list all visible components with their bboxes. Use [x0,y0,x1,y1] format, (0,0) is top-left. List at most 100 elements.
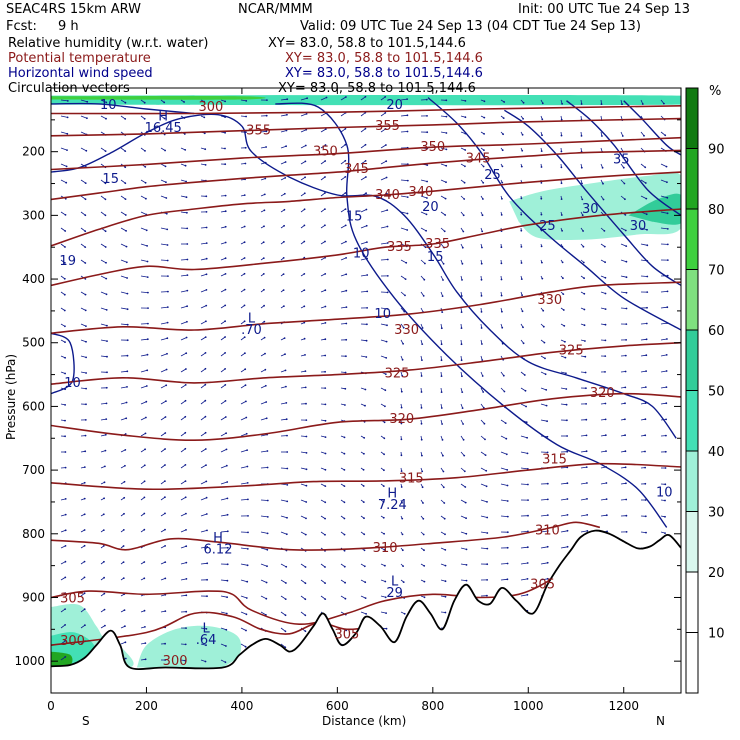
circulation-vector [280,595,287,600]
circulation-vector [440,227,446,233]
circulation-vector [220,273,227,277]
circulation-vector [240,611,248,616]
circulation-vector [280,305,285,309]
circulation-vector [660,163,668,168]
circulation-vector [240,515,249,517]
circulation-vector [200,464,207,469]
circulation-vector [520,371,526,376]
circulation-vector [100,323,108,327]
circulation-vector [380,323,388,327]
circulation-vector [540,275,544,280]
circulation-vector [540,195,543,200]
circulation-vector [340,579,346,584]
circulation-vector [380,258,389,261]
circulation-vector [100,449,107,453]
circulation-vector [420,499,424,504]
circulation-vector [180,258,189,261]
circulation-vector [420,259,426,265]
circulation-vector [60,259,66,264]
circulation-vector [120,545,125,549]
colorbar-bin [686,148,698,209]
circulation-vector [100,481,106,485]
circulation-vector [260,241,265,245]
circulation-vector [100,339,108,342]
circulation-vector [560,403,568,406]
circulation-vector [260,401,268,405]
circulation-vector [460,403,464,409]
circulation-vector [560,339,566,343]
circulation-vector [540,498,549,501]
circulation-vector [480,195,484,200]
circulation-vector [380,499,385,503]
circulation-vector [660,531,666,534]
circulation-vector [220,194,227,197]
circulation-vector [180,289,189,293]
circulation-vector [140,658,147,661]
circulation-vector [420,515,425,520]
extremum-marker: H [213,531,223,546]
circulation-vector [440,259,445,265]
wind-label: 15 [427,250,444,265]
circulation-vector [140,291,149,294]
circulation-vector [540,387,548,391]
circulation-vector [500,387,506,393]
circulation-vector [240,320,246,325]
circulation-vector [620,434,626,437]
field-rh-name: Relative humidity (w.r.t. water) [8,36,209,51]
circulation-vector [380,242,389,245]
circulation-vector [500,451,508,456]
circulation-vector [320,192,326,197]
circulation-vector [460,227,465,233]
wind-label: 19 [59,254,76,269]
theta-label: 345 [466,152,491,167]
circulation-vector [640,386,647,389]
y-tick-label: 800 [22,527,45,541]
circulation-vector [380,403,386,408]
circulation-vector [240,449,249,453]
circulation-vector [200,257,208,261]
extremum-marker: H [158,110,168,125]
circulation-vector [200,242,208,245]
circulation-vector [300,386,307,389]
circulation-vector [500,307,503,313]
circulation-vector [340,563,346,568]
circulation-vector [180,227,189,230]
circulation-vector [480,499,488,503]
circulation-vector [600,498,608,501]
circulation-vector [360,387,367,391]
circulation-vector [440,611,447,614]
circulation-vector [60,624,66,629]
circulation-vector [200,448,207,453]
wind-contour-35 [623,100,681,156]
circulation-vector [360,403,366,407]
circulation-vector [240,547,249,550]
extremum-marker: H [387,487,397,502]
circulation-vector [240,627,247,632]
circulation-vector [620,354,627,357]
colorbar-tick-label: 20 [708,566,725,581]
colorbar-bin [686,632,698,693]
circulation-vector [660,499,666,502]
circulation-vector [580,371,587,374]
circulation-vector [340,176,347,181]
circulation-vector [80,371,87,374]
circulation-vector [640,99,644,105]
circulation-vector [500,562,509,565]
theta-label: 310 [373,541,398,556]
circulation-vector [600,195,605,201]
wind-label: 20 [386,98,403,113]
circulation-vector [460,419,464,425]
circulation-vector [660,195,669,199]
circulation-vector [220,416,227,421]
circulation-vector [560,211,563,216]
circulation-vector [280,98,289,101]
circulation-vector [540,514,549,517]
circulation-vector [260,450,269,453]
theta-label: 330 [537,293,562,308]
y-tick-label: 700 [22,463,45,477]
circulation-vector [100,195,107,201]
circulation-vector [380,144,387,149]
circulation-vector [60,291,66,296]
circulation-vector [620,243,628,248]
circulation-vector [300,531,307,536]
